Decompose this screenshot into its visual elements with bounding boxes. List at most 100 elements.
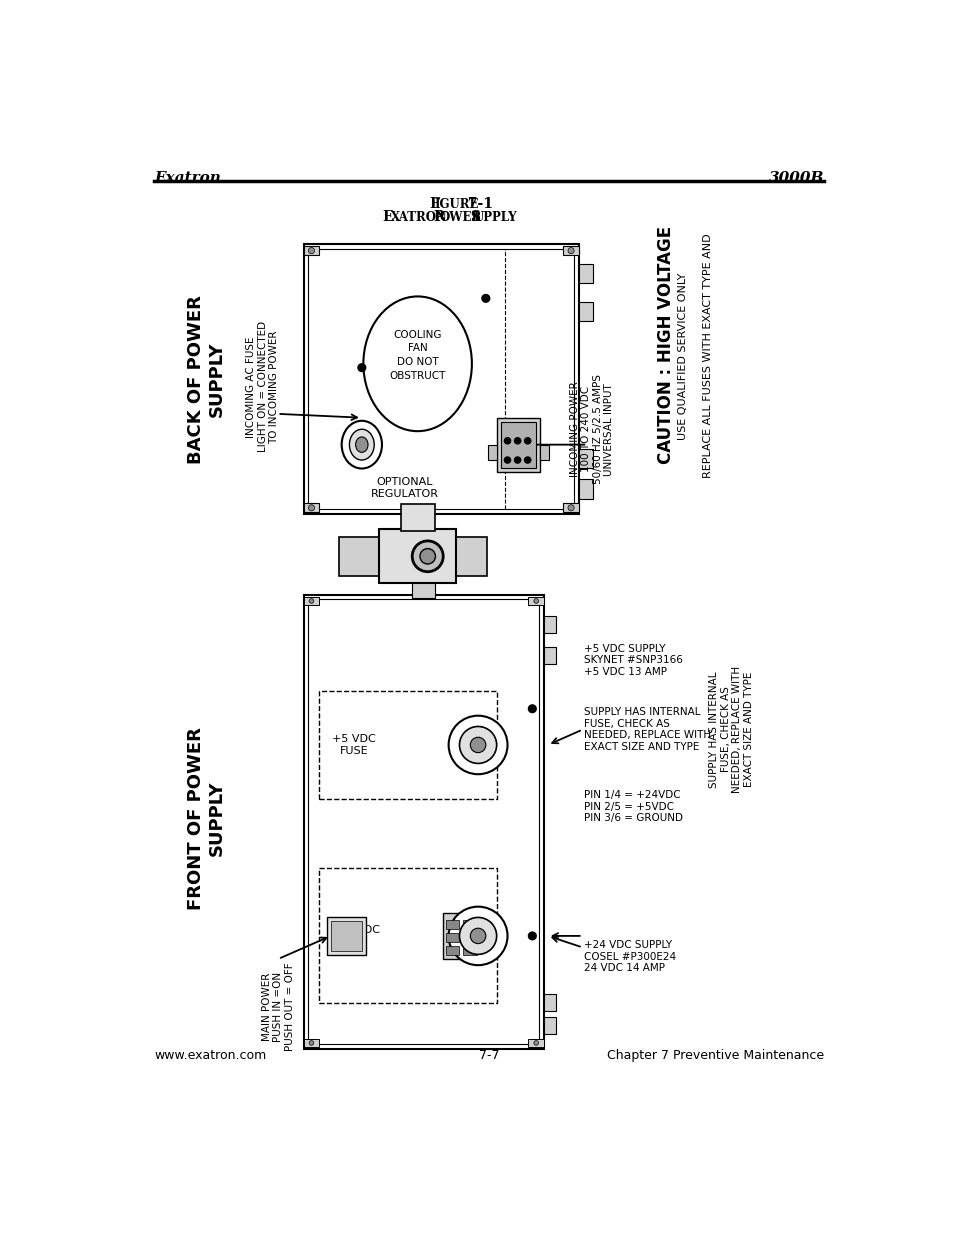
- Circle shape: [308, 247, 314, 253]
- Bar: [303, 503, 319, 513]
- Bar: [378, 530, 456, 583]
- Ellipse shape: [355, 437, 368, 452]
- Bar: [331, 920, 361, 951]
- Bar: [500, 421, 536, 468]
- Bar: [562, 503, 578, 513]
- Bar: [303, 1039, 319, 1047]
- Text: 7-1: 7-1: [463, 196, 493, 211]
- Bar: [462, 946, 476, 955]
- Text: +5 VDC SUPPLY
SKYNET #SNP3166
+5 VDC 13 AMP: +5 VDC SUPPLY SKYNET #SNP3166 +5 VDC 13 …: [583, 643, 682, 677]
- Text: SUPPLY HAS INTERNAL
FUSE, CHECK AS
NEEDED, REPLACE WITH
EXACT SIZE AND TYPE: SUPPLY HAS INTERNAL FUSE, CHECK AS NEEDE…: [708, 666, 753, 793]
- Text: INCOMING POWER
100 TO 240 VDC
50/60 HZ 5/2.5 AMPS
UNIVERSAL INPUT: INCOMING POWER 100 TO 240 VDC 50/60 HZ 5…: [569, 374, 614, 484]
- Bar: [543, 616, 555, 634]
- Circle shape: [528, 932, 536, 940]
- Circle shape: [459, 918, 497, 955]
- Text: 7-7: 7-7: [478, 1050, 498, 1062]
- Circle shape: [481, 294, 489, 303]
- Circle shape: [504, 437, 510, 443]
- Circle shape: [470, 737, 485, 752]
- Bar: [303, 597, 319, 605]
- Circle shape: [448, 716, 507, 774]
- Bar: [319, 692, 497, 799]
- Bar: [327, 916, 365, 955]
- Circle shape: [459, 726, 497, 763]
- Text: CAUTION : HIGH VOLTAGE: CAUTION : HIGH VOLTAGE: [656, 226, 674, 463]
- Bar: [539, 445, 549, 461]
- Circle shape: [528, 705, 536, 713]
- Text: REPLACE ALL FUSES WITH EXACT TYPE AND: REPLACE ALL FUSES WITH EXACT TYPE AND: [702, 233, 713, 478]
- Circle shape: [534, 599, 537, 603]
- Bar: [303, 245, 578, 514]
- Circle shape: [534, 1041, 537, 1045]
- Ellipse shape: [341, 421, 381, 468]
- Text: IGURE: IGURE: [435, 199, 478, 211]
- Bar: [578, 264, 592, 283]
- Text: S: S: [465, 210, 480, 224]
- Bar: [578, 303, 592, 321]
- Bar: [456, 537, 487, 576]
- Circle shape: [448, 906, 507, 966]
- Text: SUPPLY HAS INTERNAL
FUSE, CHECK AS
NEEDED, REPLACE WITH
EXACT SIZE AND TYPE: SUPPLY HAS INTERNAL FUSE, CHECK AS NEEDE…: [583, 708, 711, 752]
- Text: FAN: FAN: [407, 343, 427, 353]
- Circle shape: [419, 548, 435, 564]
- Text: MAIN POWER
PUSH IN =ON
PUSH OUT = OFF: MAIN POWER PUSH IN =ON PUSH OUT = OFF: [261, 963, 294, 1051]
- Text: OPTIONAL
REGULATOR: OPTIONAL REGULATOR: [370, 477, 438, 499]
- Text: Exatron: Exatron: [154, 172, 221, 185]
- Ellipse shape: [349, 430, 374, 461]
- Bar: [303, 246, 319, 256]
- Text: F: F: [429, 196, 438, 211]
- Bar: [308, 599, 538, 1045]
- Bar: [528, 1039, 543, 1047]
- Text: +5 VDC
FUSE: +5 VDC FUSE: [332, 734, 375, 756]
- Circle shape: [412, 541, 443, 572]
- Circle shape: [308, 505, 314, 511]
- Bar: [412, 583, 435, 598]
- Bar: [308, 249, 574, 509]
- Bar: [303, 595, 543, 1049]
- Circle shape: [357, 364, 365, 372]
- Text: P: P: [429, 210, 444, 224]
- Circle shape: [309, 599, 314, 603]
- Bar: [445, 946, 459, 955]
- Bar: [543, 994, 555, 1010]
- Bar: [319, 868, 497, 1003]
- Text: BACK OF POWER
SUPPLY: BACK OF POWER SUPPLY: [187, 295, 225, 463]
- Text: OWER: OWER: [439, 211, 481, 225]
- Bar: [578, 448, 592, 468]
- Text: INCOMING AC FUSE
LIGHT ON = CONNECTED
TO INCOMING POWER: INCOMING AC FUSE LIGHT ON = CONNECTED TO…: [246, 321, 279, 452]
- Bar: [445, 920, 459, 929]
- Text: +24 VDC
FUSE: +24 VDC FUSE: [328, 925, 379, 947]
- Text: +24 VDC SUPPLY
COSEL #P300E24
24 VDC 14 AMP: +24 VDC SUPPLY COSEL #P300E24 24 VDC 14 …: [583, 940, 676, 973]
- Bar: [338, 537, 381, 576]
- Bar: [445, 932, 459, 942]
- Text: www.exatron.com: www.exatron.com: [154, 1050, 266, 1062]
- Bar: [400, 504, 435, 531]
- Text: COOLING: COOLING: [393, 330, 441, 340]
- Text: DO NOT: DO NOT: [396, 357, 438, 367]
- Text: E: E: [382, 210, 393, 224]
- Circle shape: [504, 457, 510, 463]
- Circle shape: [470, 929, 485, 944]
- Text: 3000B: 3000B: [768, 172, 823, 185]
- Circle shape: [514, 457, 520, 463]
- Text: FRONT OF POWER
SUPPLY: FRONT OF POWER SUPPLY: [187, 726, 225, 909]
- Bar: [462, 920, 476, 929]
- Bar: [528, 597, 543, 605]
- Circle shape: [309, 1041, 314, 1045]
- Circle shape: [524, 457, 530, 463]
- Circle shape: [567, 505, 574, 511]
- Circle shape: [567, 247, 574, 253]
- Text: UPPLY: UPPLY: [473, 211, 517, 225]
- Bar: [443, 913, 477, 960]
- Text: Chapter 7 Preventive Maintenance: Chapter 7 Preventive Maintenance: [607, 1050, 823, 1062]
- Bar: [543, 647, 555, 664]
- Bar: [562, 246, 578, 256]
- Bar: [497, 417, 539, 472]
- Bar: [543, 1016, 555, 1034]
- Text: USE QUALIFIED SERVICE ONLY: USE QUALIFIED SERVICE ONLY: [678, 273, 688, 440]
- Text: XATRON: XATRON: [390, 211, 447, 225]
- Text: PIN 1/4 = +24VDC
PIN 2/5 = +5VDC
PIN 3/6 = GROUND: PIN 1/4 = +24VDC PIN 2/5 = +5VDC PIN 3/6…: [583, 790, 682, 824]
- Bar: [578, 479, 592, 499]
- Bar: [462, 932, 476, 942]
- Text: OBSTRUCT: OBSTRUCT: [389, 372, 445, 382]
